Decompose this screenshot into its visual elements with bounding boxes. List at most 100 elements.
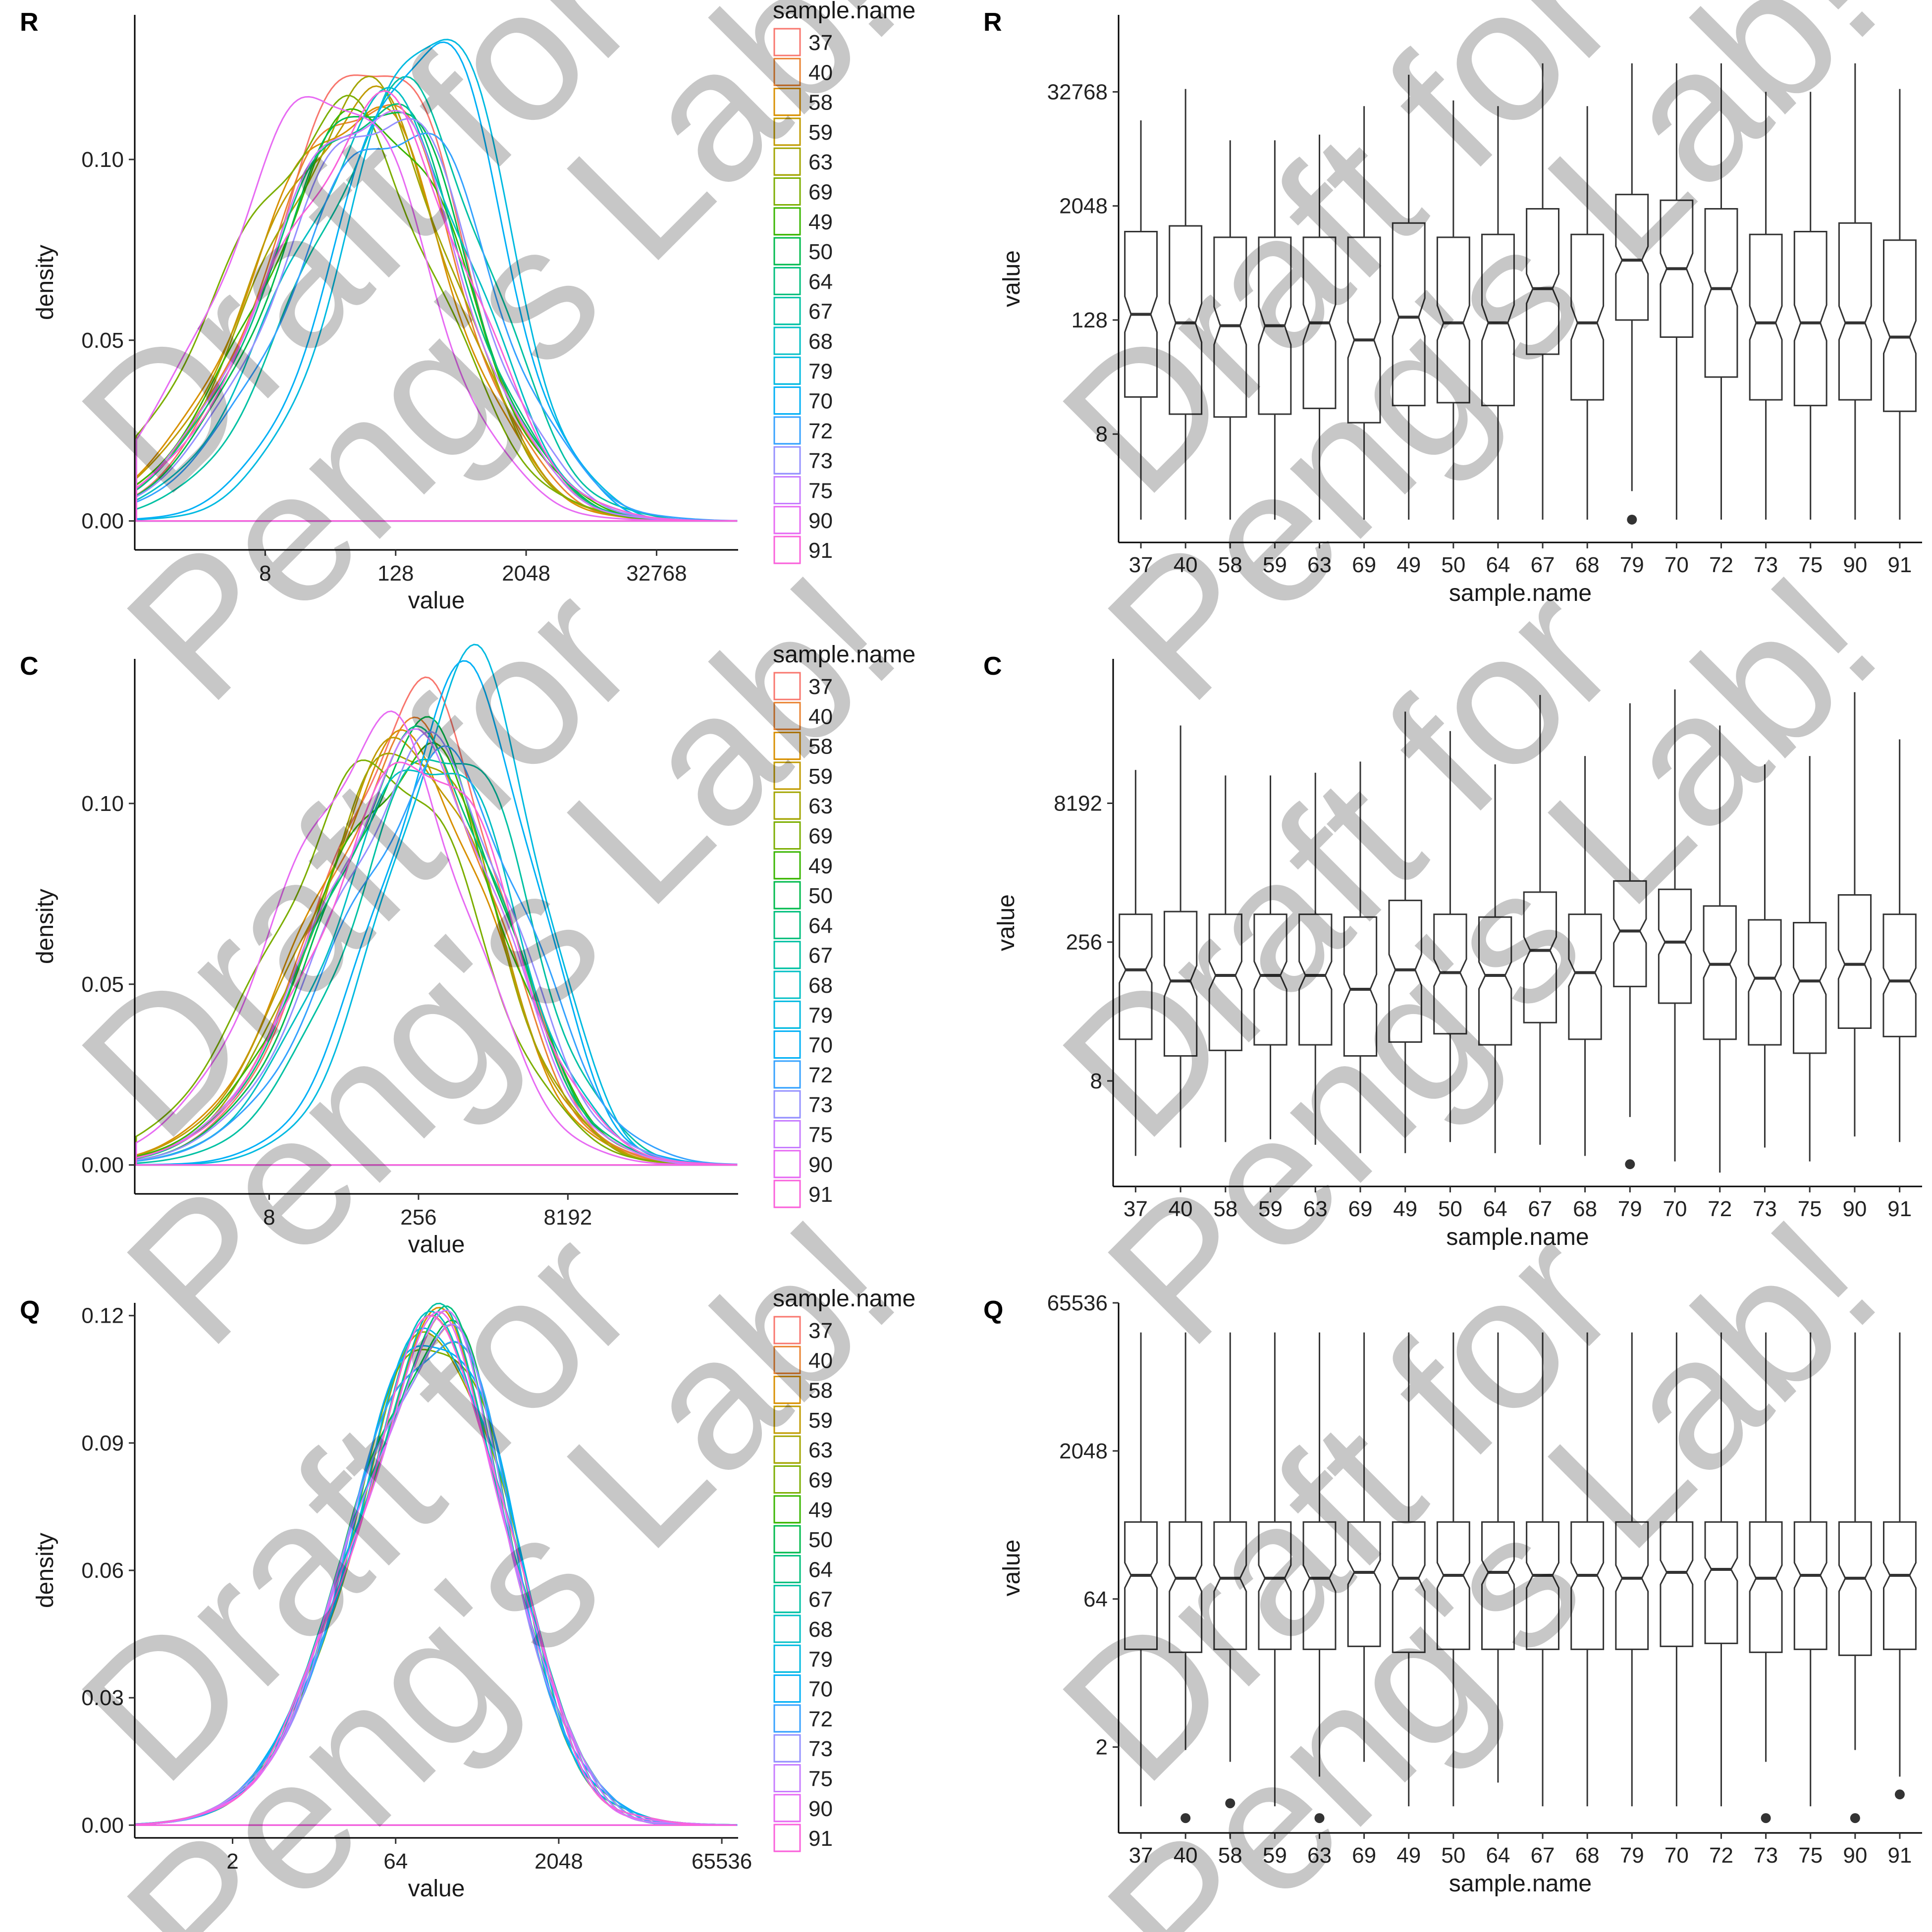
y-tick-label: 8192: [1054, 791, 1102, 815]
legend-label-64: 64: [808, 913, 833, 938]
x-tick-label: 49: [1393, 1197, 1417, 1221]
legend-label-58: 58: [808, 91, 833, 115]
y-tick-label: 0.09: [81, 1431, 124, 1455]
box-90: [1838, 1332, 1872, 1824]
x-tick-label: 72: [1709, 553, 1733, 577]
x-tick-label: 2: [226, 1849, 238, 1874]
outlier-point: [1314, 1813, 1325, 1824]
x-tick-label: 40: [1174, 553, 1198, 577]
x-tick-label: 79: [1620, 553, 1644, 577]
legend-label-72: 72: [808, 1707, 833, 1731]
panel-tag: Q: [20, 1296, 40, 1325]
box-72: [1704, 63, 1738, 520]
legend-key-79: [773, 1000, 801, 1029]
density-line-91: [135, 1315, 737, 1826]
legend-key-70: [773, 386, 801, 415]
boxplot-panel-q: Q 2 64 2048 65536 37 40 58 59 63 69 49 50 64 67 68 79 70 7…: [983, 1291, 1922, 1897]
box-64: [1481, 106, 1515, 520]
legend-label-91: 91: [808, 1182, 833, 1207]
legend-key-79: [773, 1644, 801, 1673]
density-line-72: [135, 745, 738, 1166]
box-body: [1208, 913, 1242, 1051]
x-axis-title: value: [408, 1232, 465, 1258]
y-tick-label: 0.00: [81, 1813, 124, 1837]
legend-label-73: 73: [808, 449, 833, 473]
legend-key-68: [773, 1614, 801, 1643]
box-50: [1436, 1332, 1470, 1807]
box-body: [1169, 1521, 1203, 1653]
box-body: [1478, 916, 1512, 1046]
box-58: [1213, 1332, 1247, 1809]
density-line-75: [135, 1309, 737, 1826]
legend-key-72: [773, 1060, 801, 1089]
box-49: [1388, 711, 1422, 1153]
x-tick-label: 70: [1664, 553, 1689, 577]
legend-label-79: 79: [808, 359, 833, 383]
x-tick-label: 64: [1486, 553, 1510, 577]
legend-key-73: [773, 446, 801, 475]
x-tick-label: 2048: [502, 561, 550, 586]
box-body: [1526, 1521, 1559, 1650]
box-body: [1568, 913, 1602, 1040]
box-73: [1749, 1332, 1783, 1824]
x-tick-label: 50: [1438, 1197, 1462, 1221]
density-line-90: [135, 96, 737, 522]
x-tick-label: 68: [1575, 553, 1600, 577]
x-tick-label: 90: [1843, 1843, 1867, 1868]
x-tick-label: 50: [1441, 553, 1465, 577]
box-68: [1570, 106, 1605, 520]
box-40: [1163, 725, 1198, 1148]
legend-key-73: [773, 1090, 801, 1119]
legend-key-68: [773, 970, 801, 999]
legend-key-70: [773, 1674, 801, 1703]
outlier-point: [1225, 1798, 1235, 1809]
box-body: [1570, 233, 1605, 401]
y-tick-label: 0.12: [81, 1304, 124, 1328]
legend-label-49: 49: [808, 210, 833, 234]
box-49: [1392, 1332, 1426, 1807]
x-axis-title: sample.name: [1449, 580, 1592, 606]
outlier-point: [1761, 1813, 1771, 1824]
box-body: [1883, 1521, 1917, 1650]
box-body: [1213, 1521, 1247, 1650]
x-tick-label: 64: [1486, 1843, 1510, 1868]
box-70: [1660, 1332, 1694, 1807]
x-tick-label: 68: [1573, 1197, 1597, 1221]
density-panel-q: Q 0.00 0.03 0.06 0.09 0.12 2 64 2048 65536 value de…: [20, 1286, 915, 1902]
box-body: [1392, 222, 1426, 407]
legend-label-70: 70: [808, 1677, 833, 1702]
x-tick-label: 91: [1887, 1197, 1912, 1221]
x-tick-label: 91: [1887, 1843, 1912, 1868]
legend-key-70: [773, 1030, 801, 1059]
legend-label-79: 79: [808, 1647, 833, 1671]
legend-label-90: 90: [808, 1153, 833, 1177]
x-tick-label: 65536: [692, 1849, 752, 1874]
box-79: [1615, 1332, 1649, 1807]
legend-key-75: [773, 476, 801, 504]
y-tick-label: 0.06: [81, 1558, 124, 1583]
box-body: [1838, 222, 1872, 401]
x-tick-label: 72: [1708, 1197, 1732, 1221]
legend-key-91: [773, 536, 801, 564]
x-tick-label: 73: [1754, 553, 1778, 577]
legend-key-90: [773, 1794, 801, 1823]
legend-key-63: [773, 791, 801, 820]
density-line-67: [135, 758, 738, 1166]
box-58: [1208, 775, 1242, 1142]
x-tick-label: 79: [1618, 1197, 1642, 1221]
box-body: [1526, 208, 1559, 355]
legend-key-73: [773, 1734, 801, 1763]
box-59: [1258, 140, 1292, 520]
y-tick-label: 0.00: [81, 1153, 124, 1178]
legend-label-59: 59: [808, 764, 833, 789]
y-axis-title: value: [999, 1540, 1025, 1597]
density-line-69: [135, 95, 738, 522]
legend-label-63: 63: [808, 794, 833, 818]
box-70: [1658, 689, 1692, 1162]
x-tick-label: 69: [1352, 553, 1376, 577]
legend-key-49: [773, 851, 801, 880]
box-63: [1298, 772, 1333, 1145]
box-body: [1748, 919, 1782, 1046]
